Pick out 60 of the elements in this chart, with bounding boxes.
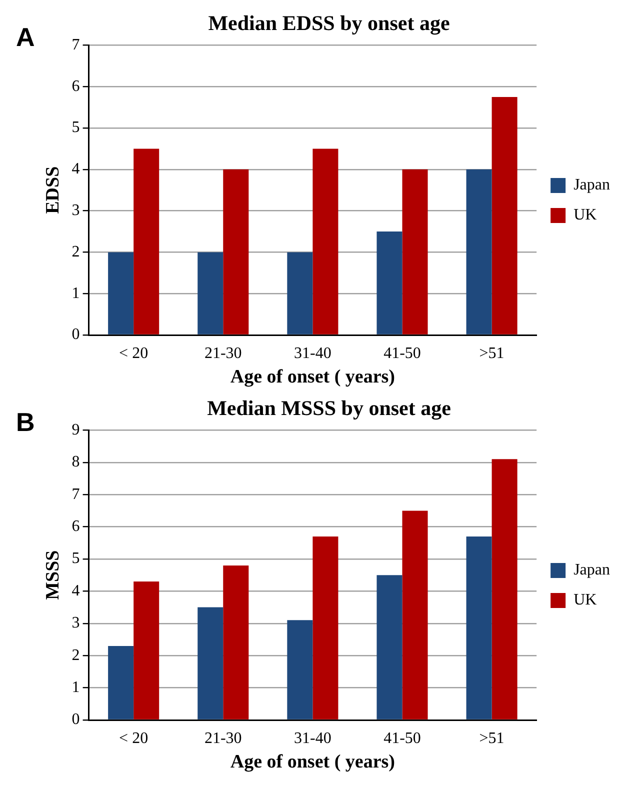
y-tick-label: 6	[72, 518, 80, 536]
bar	[312, 536, 338, 720]
y-axis-title: MSSS	[42, 550, 64, 600]
bar	[198, 607, 224, 720]
bar	[108, 646, 134, 720]
legend-label: Japan	[574, 176, 610, 194]
bar	[223, 169, 249, 334]
bar	[376, 575, 402, 720]
bar	[198, 252, 224, 334]
y-tick-label: 3	[72, 202, 80, 220]
x-tick-label: >51	[479, 344, 504, 362]
y-tick-label: 2	[72, 646, 80, 664]
bar	[287, 252, 313, 334]
legend-label: Japan	[574, 562, 610, 579]
chart-title: Median MSSS by onset age	[207, 396, 451, 420]
y-tick-label: 5	[72, 119, 80, 136]
text: A	[16, 22, 35, 52]
bar	[108, 252, 134, 334]
x-tick-label: 21-30	[204, 730, 242, 747]
chart-title: Median EDSS by onset age	[208, 11, 450, 36]
y-tick-label: 4	[72, 160, 80, 178]
x-tick-label: 41-50	[384, 730, 421, 747]
y-tick-label: 3	[72, 614, 80, 632]
y-tick-label: 1	[72, 284, 80, 302]
y-tick-label: 7	[72, 36, 80, 54]
y-tick-label: 2	[72, 243, 80, 260]
y-tick-label: 5	[72, 550, 80, 568]
bar	[134, 582, 160, 720]
x-tick-label: 21-30	[204, 344, 242, 362]
y-tick-label: 1	[72, 679, 80, 696]
x-axis-title: Age of onset ( years)	[230, 366, 395, 388]
y-tick-label: 9	[72, 421, 80, 438]
x-axis-title: Age of onset ( years)	[230, 752, 395, 773]
bar	[287, 620, 313, 720]
text: B	[16, 407, 35, 438]
bar	[492, 459, 518, 720]
y-tick-label: 0	[72, 326, 80, 344]
y-tick-label: 7	[72, 486, 80, 503]
bar	[466, 169, 492, 334]
x-tick-label: >51	[479, 730, 504, 747]
y-tick-label: 4	[72, 582, 80, 600]
y-tick-label: 8	[72, 454, 80, 471]
x-tick-label: < 20	[119, 730, 148, 747]
y-tick-label: 6	[72, 78, 80, 95]
bar	[402, 169, 428, 334]
x-tick-label: < 20	[119, 344, 148, 362]
bar	[402, 510, 428, 720]
x-tick-label: 31-40	[294, 344, 332, 362]
bar	[134, 148, 160, 334]
bar	[223, 565, 249, 720]
legend-label: UK	[574, 206, 598, 224]
x-tick-label: 31-40	[294, 730, 332, 747]
legend-label: UK	[574, 592, 598, 609]
x-tick-label: 41-50	[384, 344, 421, 362]
bar	[492, 96, 518, 334]
y-axis-title: EDSS	[42, 166, 64, 214]
bar	[376, 232, 402, 334]
y-tick-label: 0	[72, 711, 80, 728]
bar	[312, 148, 338, 334]
bar	[466, 536, 492, 720]
